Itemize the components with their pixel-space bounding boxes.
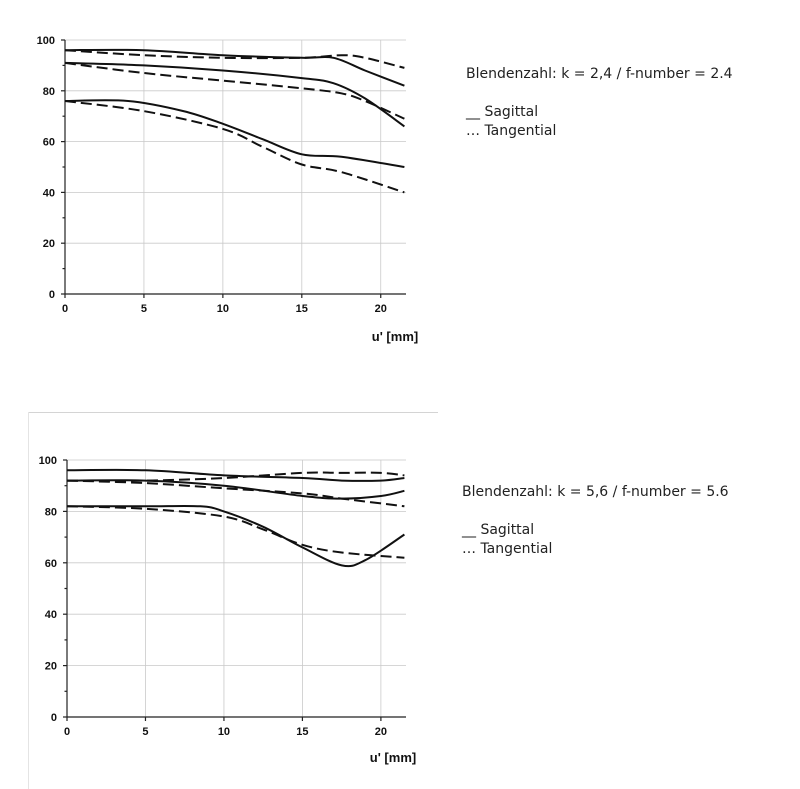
y-tick-label: 80 (43, 86, 55, 98)
tangential-curve (66, 471, 405, 482)
x-tick-label: 20 (375, 726, 387, 738)
sagittal-curve (64, 61, 405, 128)
x-tick-label: 10 (218, 726, 230, 738)
x-tick-label: 20 (375, 303, 387, 315)
y-tick-label: 60 (45, 558, 57, 570)
x-tick-label: 15 (296, 726, 308, 738)
y-tick-label: 0 (49, 289, 55, 301)
tangential-curve (66, 479, 405, 508)
x-tick-label: 5 (141, 303, 147, 315)
tangential-curve (66, 505, 405, 559)
tangential-curve (64, 61, 405, 120)
legend-sagittal: __ Sagittal (462, 522, 535, 538)
x-tick-label: 15 (296, 303, 308, 315)
x-axis-label: u' [mm] (370, 750, 416, 765)
sagittal-curve (66, 468, 405, 482)
y-tick-label: 20 (45, 661, 57, 673)
chart-caption-f2-4: Blendenzahl: k = 2,4 / f-number = 2.4 __… (466, 65, 733, 141)
legend-tangential: … Tangential (466, 123, 557, 139)
mtf-chart-f5-6: 0 20 40 60 80 100 0 5 10 15 20 u' [mm] (39, 455, 417, 765)
y-tick-label: 60 (43, 137, 55, 149)
gridlines (65, 39, 406, 294)
tangential-curve (64, 49, 405, 69)
tangential-curve (64, 100, 405, 194)
sagittal-curve (66, 479, 405, 500)
y-tick-label: 40 (45, 609, 57, 621)
x-tick-label: 0 (64, 726, 70, 738)
y-tick-label: 20 (43, 238, 55, 250)
section-divider-vertical (28, 412, 29, 789)
sagittal-curve (66, 504, 405, 568)
y-tick-label: 100 (39, 455, 57, 467)
sagittal-curve (64, 99, 405, 168)
legend-tangential: … Tangential (462, 541, 553, 557)
y-tick-label: 0 (51, 712, 57, 724)
y-tick-label: 40 (43, 187, 55, 199)
x-tick-label: 0 (62, 303, 68, 315)
x-axis-label: u' [mm] (372, 329, 418, 344)
caption-title: Blendenzahl: k = 5,6 / f-number = 5.6 (462, 484, 729, 500)
legend-sagittal: __ Sagittal (466, 104, 539, 120)
section-divider (28, 412, 438, 413)
x-tick-label: 5 (142, 726, 148, 738)
y-tick-label: 80 (45, 506, 57, 518)
mtf-chart-f2-4: 0 20 40 60 80 100 0 5 10 15 20 u' [mm] (37, 35, 419, 344)
y-tick-label: 100 (37, 35, 55, 47)
gridlines (67, 459, 406, 717)
chart-caption-f5-6: Blendenzahl: k = 5,6 / f-number = 5.6 __… (462, 483, 729, 559)
caption-title: Blendenzahl: k = 2,4 / f-number = 2.4 (466, 66, 733, 82)
x-tick-label: 10 (217, 303, 229, 315)
